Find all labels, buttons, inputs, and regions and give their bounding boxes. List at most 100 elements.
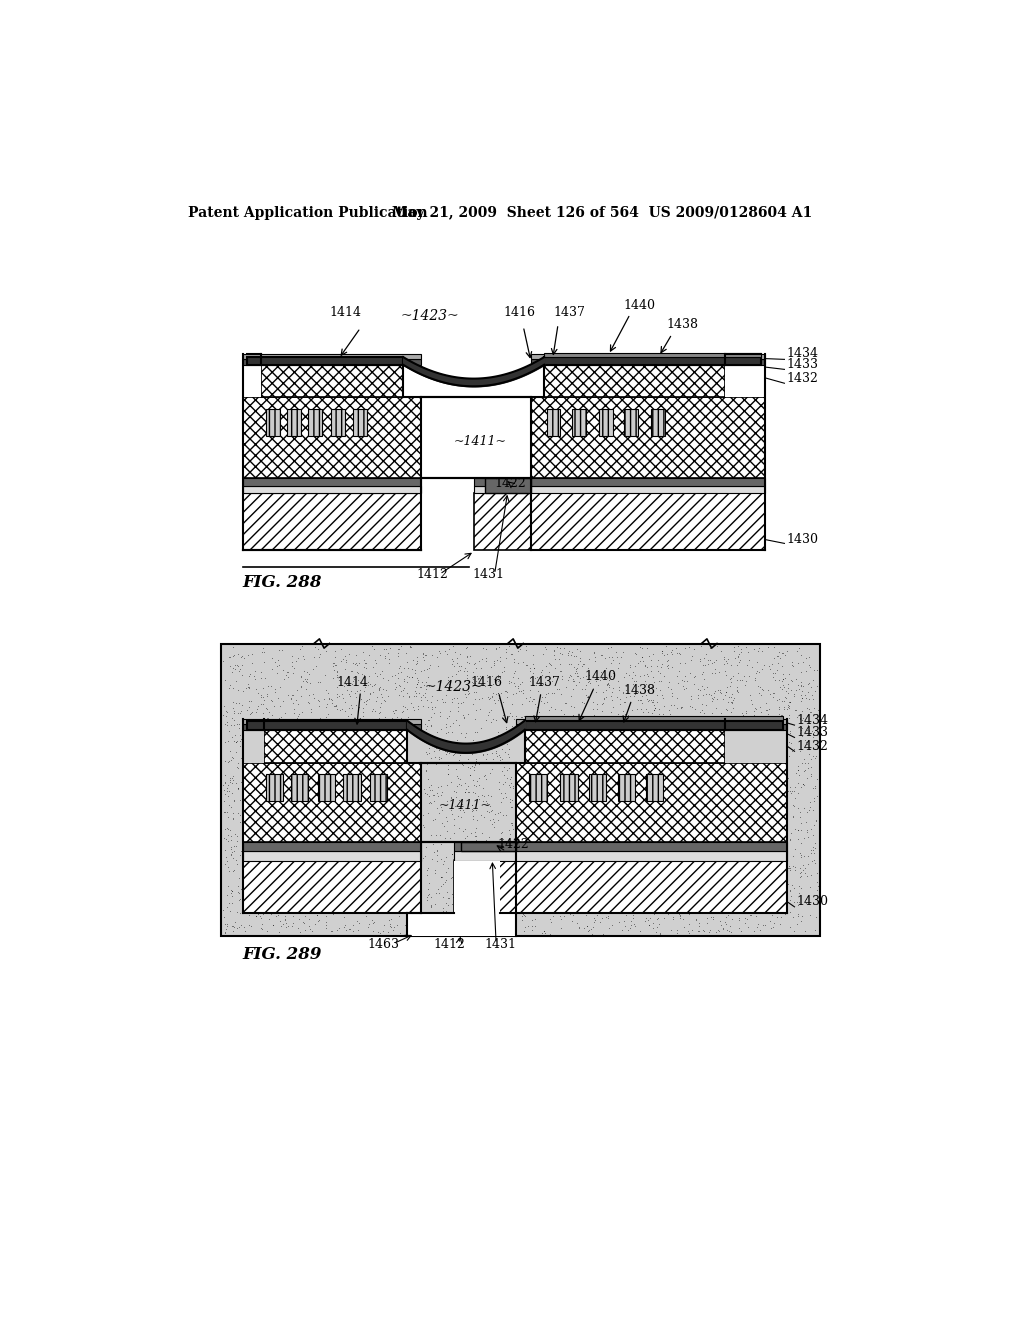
Point [725, 715, 741, 737]
Point [524, 714, 541, 735]
Point [535, 768, 551, 789]
Point [429, 911, 445, 932]
Point [574, 705, 591, 726]
Point [345, 855, 361, 876]
Point [343, 680, 359, 701]
Point [510, 668, 526, 689]
Point [617, 904, 634, 925]
Point [413, 734, 429, 755]
Point [566, 717, 583, 738]
Point [562, 696, 579, 717]
Point [493, 760, 509, 781]
Point [669, 785, 685, 807]
Point [361, 744, 378, 766]
Point [285, 663, 301, 684]
Point [696, 746, 713, 767]
Point [756, 837, 772, 858]
Point [442, 771, 459, 792]
Point [575, 858, 592, 879]
Point [286, 725, 302, 746]
Point [388, 829, 404, 850]
Point [629, 780, 645, 801]
Point [389, 645, 406, 667]
Point [643, 777, 659, 799]
Point [585, 836, 601, 857]
Point [595, 829, 611, 850]
Point [534, 800, 550, 821]
Point [718, 854, 734, 875]
Point [360, 875, 377, 896]
Point [633, 784, 649, 805]
Point [374, 847, 390, 869]
Point [767, 822, 783, 843]
Point [416, 783, 432, 804]
Point [773, 854, 790, 875]
Point [413, 690, 429, 711]
Point [457, 671, 473, 692]
Point [329, 698, 345, 719]
Point [246, 874, 262, 895]
Point [593, 830, 609, 851]
Point [733, 730, 750, 751]
Point [701, 788, 718, 809]
Point [518, 865, 535, 886]
Point [532, 744, 549, 766]
Point [564, 668, 581, 689]
Point [781, 692, 798, 713]
Point [389, 837, 406, 858]
Point [709, 735, 725, 756]
Point [680, 796, 696, 817]
Point [718, 913, 734, 935]
Point [769, 689, 785, 710]
Point [508, 752, 524, 774]
Point [749, 916, 765, 937]
Point [419, 754, 435, 775]
Point [694, 755, 711, 776]
Bar [474, 494, 531, 549]
Point [224, 915, 241, 936]
Bar [421, 364, 531, 478]
Point [597, 647, 613, 668]
Point [677, 801, 693, 822]
Point [253, 667, 269, 688]
Point [666, 898, 682, 919]
Point [228, 756, 245, 777]
Point [421, 730, 437, 751]
Point [391, 876, 408, 898]
Point [465, 673, 481, 694]
Point [626, 818, 642, 840]
Point [662, 861, 678, 882]
Point [467, 709, 483, 730]
Point [686, 886, 702, 907]
Point [674, 669, 690, 690]
Point [716, 791, 732, 812]
Point [475, 792, 492, 813]
Point [384, 726, 400, 747]
Point [601, 710, 617, 731]
Point [539, 865, 555, 886]
Point [408, 660, 424, 681]
Point [763, 805, 779, 826]
Point [330, 807, 346, 828]
Point [781, 855, 798, 876]
Point [763, 820, 779, 841]
Point [313, 748, 330, 770]
Point [461, 682, 477, 704]
Point [609, 846, 626, 867]
Point [236, 797, 252, 818]
Point [408, 771, 424, 792]
Bar [524, 730, 725, 763]
Point [470, 785, 486, 807]
Point [672, 904, 688, 925]
Point [627, 664, 643, 685]
Point [272, 840, 289, 861]
Point [400, 667, 417, 688]
Point [731, 902, 748, 923]
Point [600, 890, 616, 911]
Point [538, 686, 554, 708]
Point [683, 804, 699, 825]
Point [665, 907, 681, 928]
Point [372, 730, 388, 751]
Point [467, 797, 483, 818]
Point [331, 710, 347, 731]
